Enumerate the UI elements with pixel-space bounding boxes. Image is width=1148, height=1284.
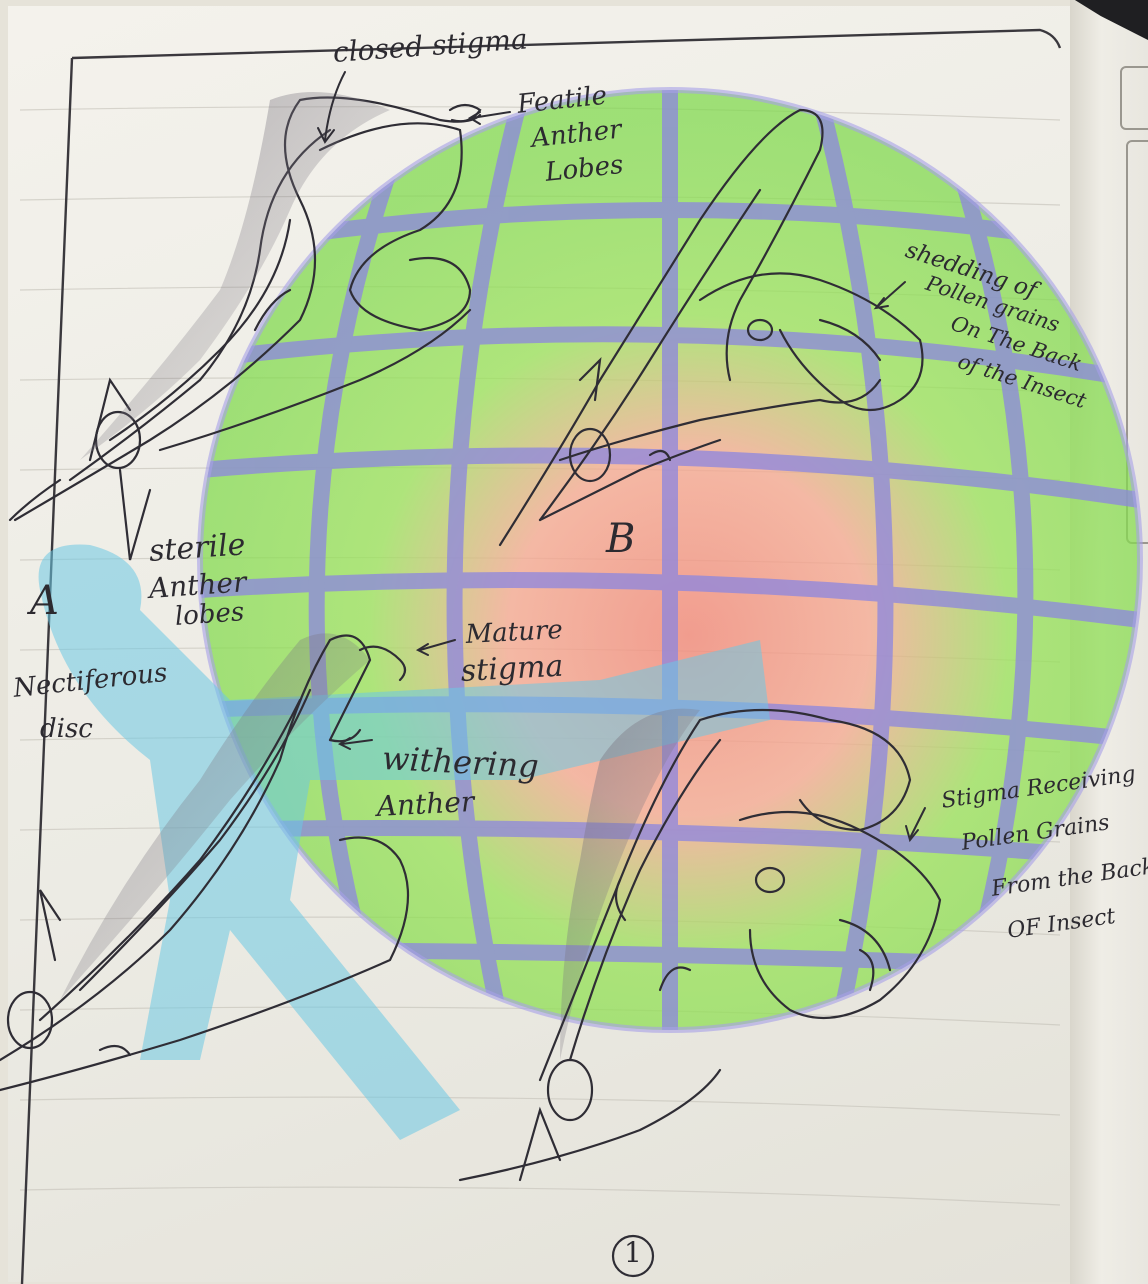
annotation-arrows <box>317 71 926 843</box>
page-number-circle <box>611 1234 655 1278</box>
label-withering-line-2: Anther <box>375 784 475 823</box>
adjacent-page-box <box>1120 66 1148 130</box>
label-withering-line-1: withering <box>381 739 540 786</box>
label-mature-line-1: Mature <box>464 614 564 650</box>
page-number: 1 <box>624 1236 642 1269</box>
watermark-figure <box>38 544 771 1140</box>
label-letter-a: A <box>30 578 59 624</box>
margin-line <box>20 28 1062 1284</box>
sketch-flower-d <box>458 708 942 1182</box>
label-nectiferous-line-2: disc <box>40 714 93 744</box>
sketch-flower-b <box>498 108 924 547</box>
label-letter-b: B <box>606 516 636 562</box>
label-sterile-line-3: lobes <box>173 597 246 632</box>
label-sterile-line-1: sterile <box>147 527 247 569</box>
sketch-flower-a <box>8 96 482 561</box>
label-mature-line-2: stigma <box>459 648 565 689</box>
